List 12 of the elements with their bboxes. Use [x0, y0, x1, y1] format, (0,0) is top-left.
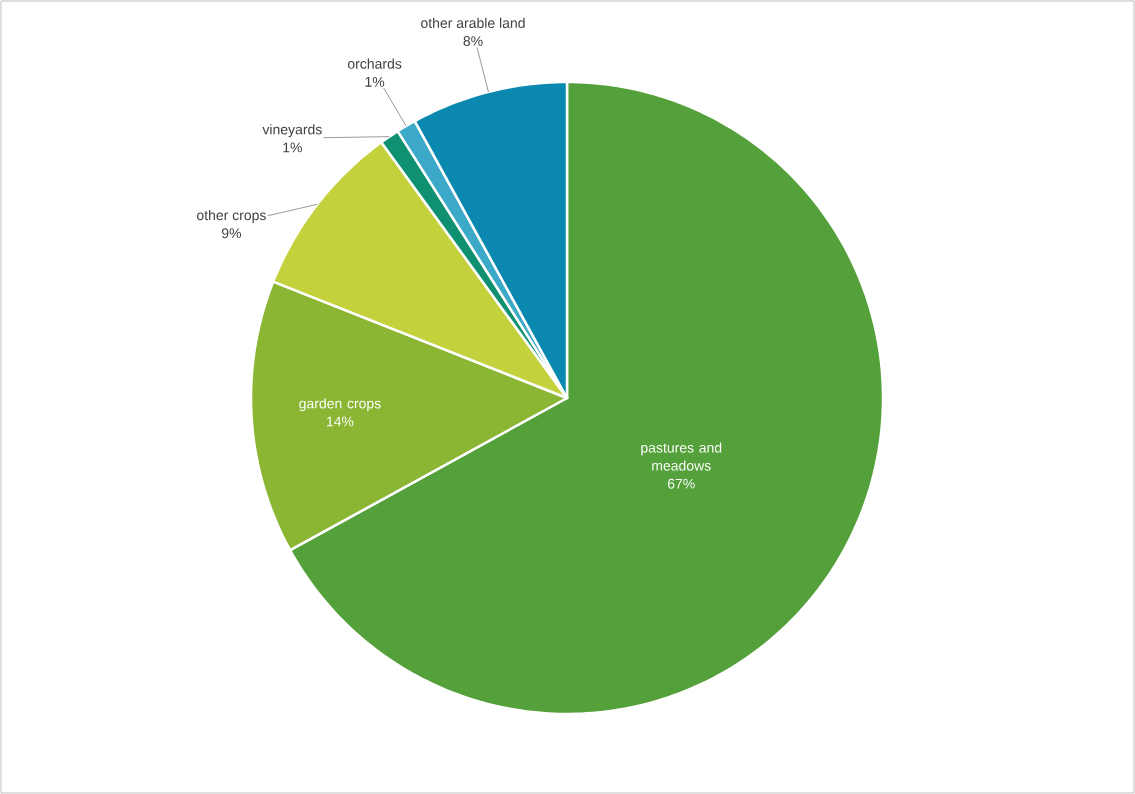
data-label: 67%: [667, 478, 695, 489]
slice-label: orchards: [347, 58, 402, 69]
data-label: 9%: [221, 228, 242, 239]
data-label: 14%: [327, 416, 354, 427]
slice-label: other crops: [197, 209, 266, 223]
slice-label: other arable land: [421, 17, 525, 28]
data-label: 1%: [365, 76, 385, 87]
slice-label: garden crops: [299, 398, 381, 412]
data-label: 8%: [463, 36, 483, 46]
data-label: 1%: [283, 142, 302, 153]
slice-label: vineyards: [262, 124, 322, 138]
slice-label: pastures and meadows: [641, 442, 722, 471]
